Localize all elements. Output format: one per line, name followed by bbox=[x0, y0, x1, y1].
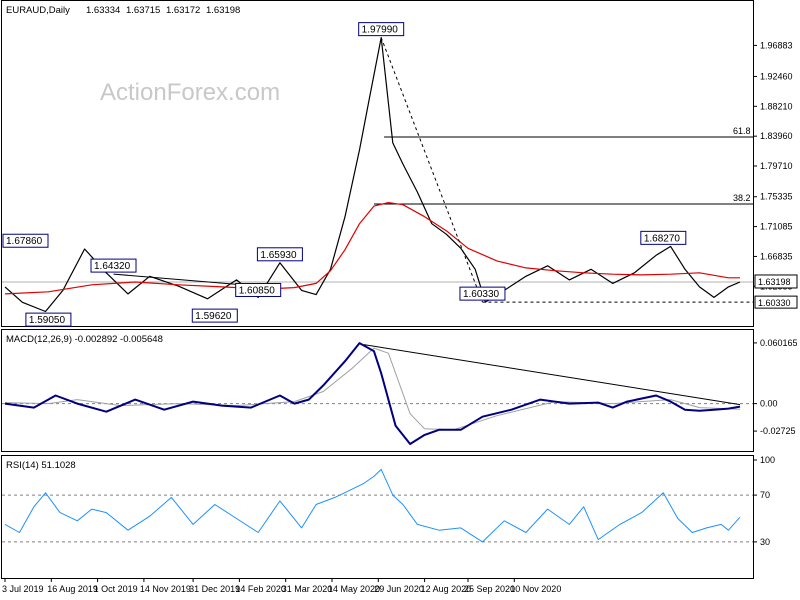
series-layer bbox=[4, 36, 741, 543]
price-annotation-label: 1.59050 bbox=[29, 315, 66, 326]
price-annotation-label: 1.59620 bbox=[195, 311, 232, 322]
x-tick-label: 14 Feb 2020 bbox=[235, 584, 286, 594]
price-annotation-label: 1.65930 bbox=[260, 250, 297, 261]
x-tick-label: 31 Mar 2020 bbox=[282, 584, 333, 594]
price-annotation-box bbox=[256, 247, 303, 262]
price-annotation-label: 1.64320 bbox=[94, 261, 131, 272]
price-annotation-label: 1.60850 bbox=[239, 285, 276, 296]
watermark-text: ActionForex.com bbox=[100, 79, 280, 106]
x-tick-label: 16 Aug 2019 bbox=[47, 584, 98, 594]
fib-level-label: 38.2 bbox=[733, 193, 751, 203]
fib-level-label: 61.8 bbox=[733, 126, 751, 136]
price-y-tick-label: 1.96883 bbox=[760, 40, 793, 50]
price-y-tick-label: 1.88210 bbox=[760, 101, 793, 111]
price-annotation-box bbox=[2, 233, 49, 248]
macd-y-tick-label: 0.00 bbox=[760, 399, 778, 409]
rsi-line bbox=[4, 468, 741, 543]
price-line bbox=[4, 36, 741, 313]
current-price-label: 1.63198 bbox=[758, 277, 791, 287]
axis-layer: 1.96883 1.92460 1.88210 1.83960 1.79710 1.753… bbox=[2, 40, 798, 594]
support-price-label: 1.60330 bbox=[758, 298, 791, 308]
rsi-pane-title: RSI(14) 51.1028 bbox=[6, 460, 76, 471]
price-annotation-label: 1.97990 bbox=[362, 25, 399, 36]
price-y-tick-label: 1.92460 bbox=[760, 71, 793, 81]
x-tick-label: 25 Sep 2020 bbox=[464, 584, 515, 594]
price-annotation-label: 1.60330 bbox=[463, 289, 500, 300]
price-y-tick-label: 1.66835 bbox=[760, 251, 793, 261]
price-pane-title: EURAUD,Daily bbox=[6, 5, 70, 16]
macd-trendline bbox=[363, 344, 741, 406]
price-annotation-box bbox=[459, 286, 506, 301]
current-price-box bbox=[754, 274, 798, 289]
macd-y-tick-label: -0.02725 bbox=[760, 426, 796, 436]
rsi-pane bbox=[1, 455, 754, 579]
annotation-layer: 61.8 38.2 1.67860 1.64320 1.59050 1.59620 1.60… bbox=[2, 22, 751, 406]
rsi-y-tick-label: 70 bbox=[760, 490, 770, 500]
price-annotation-label: 1.67860 bbox=[6, 236, 43, 247]
price-y-tick-label: 1.79710 bbox=[760, 161, 793, 171]
price-y-tick-label: 1.83960 bbox=[760, 131, 793, 141]
macd-pane bbox=[1, 329, 754, 452]
price-y-tick-label: 1.71085 bbox=[760, 222, 793, 232]
x-tick-label: 12 Aug 2020 bbox=[421, 584, 472, 594]
x-tick-label: 3 Jul 2019 bbox=[2, 584, 44, 594]
rsi-y-tick-label: 30 bbox=[760, 537, 770, 547]
x-tick-label: 10 Nov 2020 bbox=[510, 584, 561, 594]
price-annotation-box bbox=[90, 258, 137, 273]
x-tick-label: 14 May 2020 bbox=[328, 584, 380, 594]
price-annotation-box bbox=[25, 312, 72, 327]
price-annotation-box bbox=[235, 282, 282, 297]
price-y-tick-label: 1.75335 bbox=[760, 192, 793, 202]
price-annotation-label: 1.68270 bbox=[644, 233, 681, 244]
price-annotation-box bbox=[191, 308, 238, 323]
price-header-high: 1.63715 bbox=[126, 5, 160, 16]
ma-line bbox=[4, 202, 740, 295]
macd-line bbox=[4, 342, 741, 445]
price-annotation-box bbox=[358, 22, 405, 37]
fall-trendline bbox=[380, 37, 483, 303]
price-header-open: 1.63334 bbox=[86, 5, 120, 16]
x-tick-label: 31 Dec 2019 bbox=[189, 584, 240, 594]
x-tick-label: 1 Oct 2019 bbox=[94, 584, 138, 594]
macd-pane-title: MACD(12,26,9) -0.002892 -0.005648 bbox=[6, 334, 163, 345]
price-annotation-box bbox=[640, 230, 687, 245]
macd-y-tick-label: 0.060165 bbox=[760, 338, 798, 348]
price-header-low: 1.63172 bbox=[166, 5, 200, 16]
price-header-close: 1.63198 bbox=[206, 5, 240, 16]
x-tick-label: 14 Nov 2019 bbox=[140, 584, 191, 594]
x-tick-label: 29 Jun 2020 bbox=[374, 584, 424, 594]
range-trendline bbox=[113, 273, 259, 287]
price-pane bbox=[1, 0, 754, 327]
support-price-box bbox=[754, 295, 798, 309]
rsi-y-tick-label: 100 bbox=[760, 455, 775, 465]
